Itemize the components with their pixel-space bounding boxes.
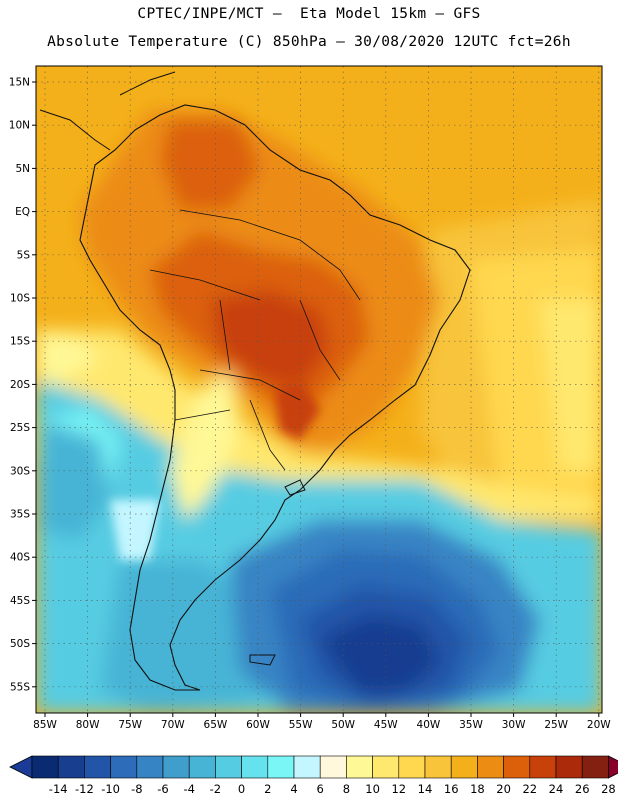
longitude-label: 60W bbox=[246, 719, 270, 731]
colorbar-swatch bbox=[581, 755, 609, 779]
colorbar-label: 26 bbox=[575, 782, 590, 796]
colorbar-label: 20 bbox=[496, 782, 511, 796]
longitude-label: 25W bbox=[544, 719, 568, 731]
latitude-label: 20S bbox=[10, 379, 30, 391]
colorbar-swatch bbox=[372, 755, 400, 779]
graticule bbox=[36, 66, 602, 713]
map-frame bbox=[35, 65, 603, 714]
map-title-line-1: CPTEC/INPE/MCT – Eta Model 15km – GFS bbox=[137, 6, 481, 22]
colorbar-label: 22 bbox=[522, 782, 537, 796]
latitude-label: 10N bbox=[9, 120, 30, 132]
colorbar-label: 18 bbox=[470, 782, 485, 796]
map-axes: 15N 10N 5N EQ 5S 10S 15S 20S 25S 30S 35S 40S 45S 50S 5… bbox=[9, 77, 612, 732]
colorbar-swatch bbox=[477, 755, 504, 779]
colorbar-label: -6 bbox=[157, 782, 168, 796]
colorbar-label: 6 bbox=[317, 782, 324, 796]
longitude-label: 65W bbox=[204, 719, 228, 731]
longitude-label: 20W bbox=[587, 719, 611, 731]
longitude-label: 70W bbox=[161, 719, 185, 731]
latitude-label: 50S bbox=[10, 638, 30, 650]
colorbar-swatch bbox=[31, 755, 59, 779]
latitude-label: 15N bbox=[9, 77, 30, 89]
colorbar-swatch bbox=[241, 755, 269, 779]
longitude-label: 40W bbox=[417, 719, 441, 731]
colorbar-label: 14 bbox=[418, 782, 433, 796]
longitude-label: 75W bbox=[118, 719, 142, 731]
longitude-label: 35W bbox=[459, 719, 483, 731]
latitude-label: 35S bbox=[10, 509, 30, 521]
latitude-label: 15S bbox=[10, 336, 30, 348]
colorbar-label: 0 bbox=[238, 782, 245, 796]
colorbar-label: 24 bbox=[549, 782, 564, 796]
colorbar-swatch bbox=[529, 755, 557, 779]
colorbar-label: -14 bbox=[49, 782, 68, 796]
colorbar-label: -12 bbox=[75, 782, 94, 796]
colorbar-over-arrow bbox=[608, 755, 618, 779]
latitude-label: EQ bbox=[15, 206, 30, 218]
colorbar-swatch bbox=[293, 755, 321, 779]
colorbar-swatch bbox=[319, 755, 347, 779]
temperature-field bbox=[36, 66, 602, 713]
colorbar-swatch bbox=[267, 755, 295, 779]
colorbar-label: 12 bbox=[391, 782, 406, 796]
colorbar-swatch bbox=[346, 755, 373, 779]
colorbar-swatch bbox=[136, 755, 164, 779]
latitude-label: 55S bbox=[10, 681, 30, 693]
colorbar-label: 10 bbox=[365, 782, 380, 796]
colorbar-swatch bbox=[424, 755, 452, 779]
colorbar-swatch bbox=[398, 755, 426, 779]
longitude-label: 80W bbox=[76, 719, 100, 731]
longitude-label: 45W bbox=[374, 719, 398, 731]
colorbar: -14 -12 -10 -8 -6 -4 -2 0 2 4 6 8 10 12 14 16 18 20 22 24 26… bbox=[9, 755, 618, 796]
colorbar-label: 28 bbox=[601, 782, 616, 796]
longitude-label: 30W bbox=[502, 719, 526, 731]
colorbar-swatch bbox=[555, 755, 583, 779]
colorbar-swatch bbox=[188, 755, 216, 779]
longitude-label: 55W bbox=[289, 719, 313, 731]
colorbar-label: -4 bbox=[183, 782, 194, 796]
colorbar-label: 8 bbox=[343, 782, 350, 796]
colorbar-label: 2 bbox=[264, 782, 271, 796]
colorbar-swatch bbox=[162, 755, 190, 779]
latitude-label: 5S bbox=[17, 249, 31, 261]
colorbar-swatch bbox=[110, 755, 138, 779]
latitude-label: 5N bbox=[15, 163, 30, 175]
latitude-label: 30S bbox=[10, 465, 30, 477]
map-title-line-2: Absolute Temperature (C) 850hPa – 30/08/… bbox=[47, 34, 571, 50]
colorbar-swatch bbox=[84, 755, 111, 779]
colorbar-swatch bbox=[503, 755, 531, 779]
longitude-label: 50W bbox=[331, 719, 355, 731]
latitude-label: 40S bbox=[10, 552, 30, 564]
colorbar-swatch bbox=[57, 755, 85, 779]
colorbar-under-arrow bbox=[9, 755, 33, 779]
colorbar-label: -8 bbox=[131, 782, 142, 796]
colorbar-swatch bbox=[215, 755, 242, 779]
latitude-label: 10S bbox=[10, 293, 30, 305]
latitude-label: 25S bbox=[10, 422, 30, 434]
colorbar-label: 4 bbox=[290, 782, 297, 796]
colorbar-label: -2 bbox=[210, 782, 221, 796]
colorbar-label: -10 bbox=[101, 782, 120, 796]
colorbar-swatch bbox=[450, 755, 478, 779]
longitude-label: 85W bbox=[33, 719, 57, 731]
colorbar-label: 16 bbox=[444, 782, 459, 796]
latitude-label: 45S bbox=[10, 595, 30, 607]
